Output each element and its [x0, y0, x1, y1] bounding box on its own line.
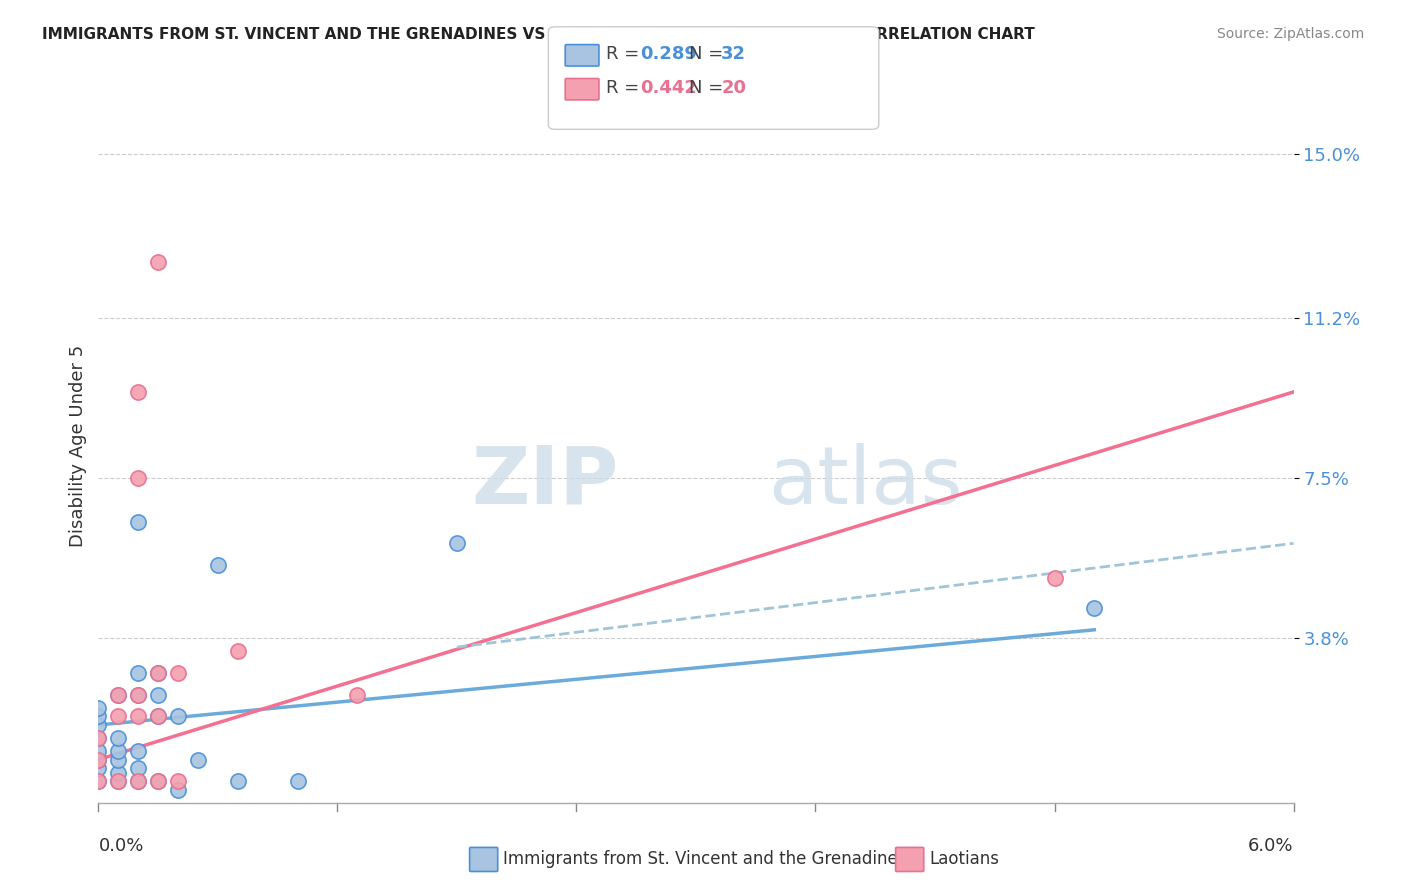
Point: [127, 688, 149, 702]
Text: IMMIGRANTS FROM ST. VINCENT AND THE GRENADINES VS LAOTIAN DISABILITY AGE UNDER 5: IMMIGRANTS FROM ST. VINCENT AND THE GREN…: [42, 27, 1035, 42]
Point: [207, 558, 229, 572]
Y-axis label: Disability Age Under 5: Disability Age Under 5: [69, 345, 87, 547]
Point: [127, 471, 149, 485]
Text: R =: R =: [606, 45, 645, 63]
Point: [87, 718, 110, 732]
Point: [148, 709, 170, 723]
Point: [107, 688, 129, 702]
Point: [127, 515, 149, 529]
Text: 0.442: 0.442: [640, 79, 696, 97]
Point: [127, 384, 149, 399]
Text: 0.289: 0.289: [640, 45, 697, 63]
Point: [148, 709, 170, 723]
Point: [1083, 601, 1105, 615]
Point: [127, 666, 149, 681]
Text: 20: 20: [721, 79, 747, 97]
Text: 32: 32: [721, 45, 747, 63]
Text: Laotians: Laotians: [929, 850, 1000, 868]
Point: [87, 731, 110, 745]
Point: [167, 666, 190, 681]
Point: [107, 774, 129, 789]
Point: [107, 709, 129, 723]
Point: [127, 709, 149, 723]
Point: [107, 765, 129, 780]
Point: [127, 761, 149, 775]
Point: [167, 709, 190, 723]
Point: [226, 644, 249, 658]
Point: [87, 700, 110, 714]
Text: N =: N =: [689, 79, 728, 97]
Point: [226, 774, 249, 789]
Point: [87, 744, 110, 758]
Point: [87, 774, 110, 789]
Point: [127, 744, 149, 758]
Point: [107, 688, 129, 702]
Text: ZIP: ZIP: [471, 442, 619, 521]
Point: [1043, 571, 1066, 585]
Point: [148, 688, 170, 702]
Text: atlas: atlas: [768, 442, 962, 521]
Point: [87, 709, 110, 723]
Point: [127, 688, 149, 702]
Point: [107, 753, 129, 767]
Point: [167, 782, 190, 797]
Point: [87, 761, 110, 775]
Text: 6.0%: 6.0%: [1249, 838, 1294, 855]
Point: [148, 774, 170, 789]
Point: [167, 774, 190, 789]
Text: N =: N =: [689, 45, 728, 63]
Point: [127, 774, 149, 789]
Point: [446, 536, 468, 550]
Point: [148, 774, 170, 789]
Text: 0.0%: 0.0%: [98, 838, 143, 855]
Point: [87, 753, 110, 767]
Point: [107, 744, 129, 758]
Point: [87, 774, 110, 789]
Point: [107, 731, 129, 745]
Point: [87, 753, 110, 767]
Point: [287, 774, 309, 789]
Point: [187, 753, 209, 767]
Point: [107, 774, 129, 789]
Point: [127, 774, 149, 789]
Point: [148, 666, 170, 681]
Text: Source: ZipAtlas.com: Source: ZipAtlas.com: [1216, 27, 1364, 41]
Point: [148, 666, 170, 681]
Text: R =: R =: [606, 79, 645, 97]
Point: [346, 688, 368, 702]
Point: [148, 255, 170, 269]
Point: [87, 731, 110, 745]
Text: Immigrants from St. Vincent and the Grenadines: Immigrants from St. Vincent and the Gren…: [503, 850, 907, 868]
